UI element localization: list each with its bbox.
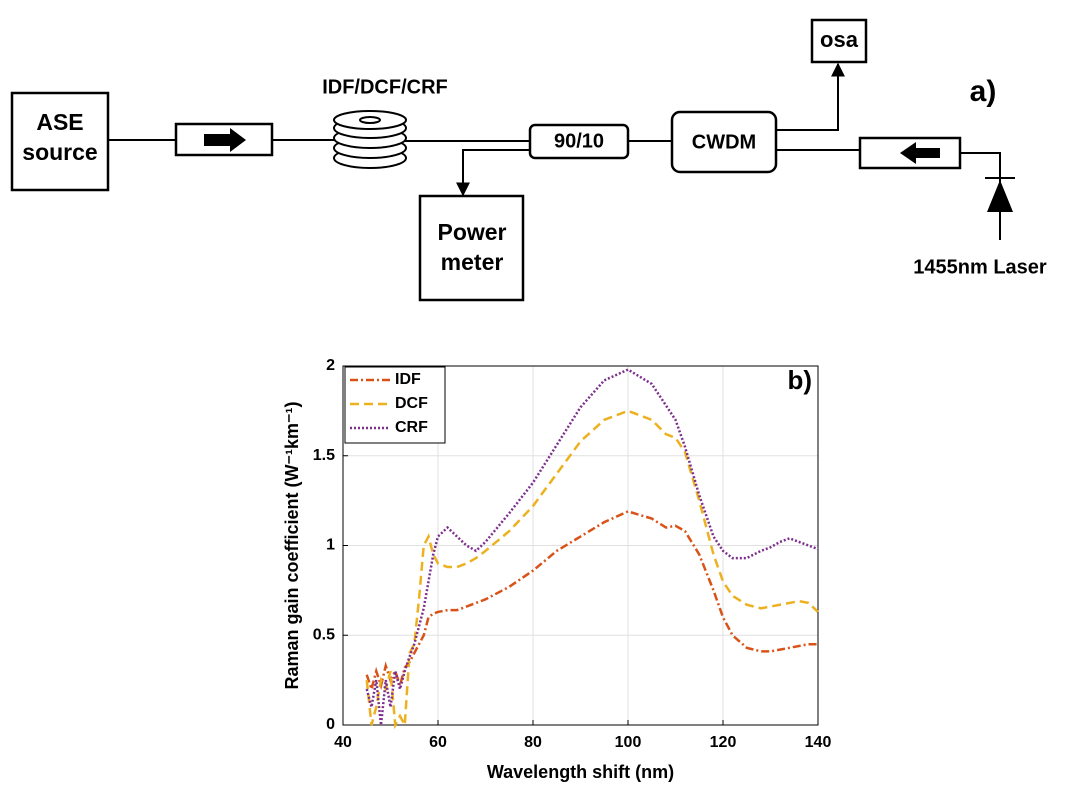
- node-label: osa: [820, 27, 859, 52]
- x-tick-label: 40: [334, 734, 352, 751]
- y-tick-label: 0.5: [313, 626, 335, 643]
- node-label: Power meter: [437, 219, 506, 275]
- node-label: 90/10: [554, 130, 604, 152]
- node-label: 1455nm Laser: [913, 256, 1047, 278]
- panel-label: b): [787, 365, 812, 395]
- laser-diode: [987, 180, 1013, 212]
- node-label: ASE source: [22, 109, 97, 165]
- x-tick-label: 120: [710, 734, 737, 751]
- arrow-icon: [204, 128, 246, 152]
- x-tick-label: 100: [615, 734, 642, 751]
- legend-label: CRF: [395, 419, 428, 436]
- arrow-icon: [900, 142, 940, 164]
- plot-frame: [342, 365, 819, 726]
- y-axis-label: Raman gain coefficient (W⁻¹km⁻¹): [282, 401, 302, 689]
- data-line: [365, 510, 818, 694]
- y-tick-label: 2: [326, 357, 335, 374]
- node-label: IDF/DCF/CRF: [322, 76, 448, 98]
- x-tick-label: 140: [805, 734, 832, 751]
- data-line: [365, 409, 819, 730]
- box: [528, 123, 630, 160]
- node-label: CWDM: [692, 131, 756, 153]
- box: [670, 110, 778, 174]
- box: [418, 194, 525, 302]
- diagram: ASE source IDF/DCF/CRF 90/10 Power meter C…: [10, 18, 1047, 302]
- fiber-lines: [108, 80, 1001, 240]
- fiber-coil: [333, 110, 407, 169]
- box: [810, 18, 868, 64]
- chart: 0 0.5 1 1.5 2 40 60 80 100 120 140 Wavelength shift…: [282, 357, 832, 782]
- y-tick-label: 1.5: [313, 447, 335, 464]
- legend-label: DCF: [395, 395, 428, 412]
- panel-label: a): [970, 75, 997, 108]
- box: [10, 91, 110, 192]
- x-tick-label: 80: [524, 734, 542, 751]
- y-tick-label: 1: [326, 537, 335, 554]
- y-tick-label: 0: [326, 716, 335, 733]
- data-line: [365, 368, 819, 726]
- x-axis-label: Wavelength shift (nm): [487, 762, 674, 782]
- x-tick-label: 60: [429, 734, 447, 751]
- legend-label: IDF: [395, 371, 421, 388]
